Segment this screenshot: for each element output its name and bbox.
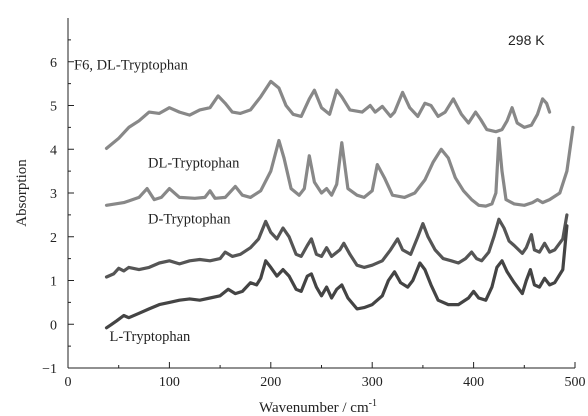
x-tick-label: 200 — [260, 375, 281, 390]
x-ticks: 0 100 200 300 400 500 — [65, 362, 586, 390]
series-label: D-Tryptophan — [148, 212, 231, 228]
x-tick-label: 300 — [362, 375, 383, 390]
y-ticks: −1 0 1 2 3 4 5 6 — [42, 39, 74, 377]
x-tick-label: 100 — [159, 375, 180, 390]
series-line — [104, 224, 569, 330]
y-tick-label: −1 — [42, 362, 57, 377]
y-tick-label: 4 — [50, 143, 57, 158]
x-tick-label: 400 — [463, 375, 484, 390]
series-labels: F6, DL-Tryptophan DL-Tryptophan D-Tryptoph… — [74, 58, 240, 345]
x-tick-label: 500 — [565, 375, 586, 390]
y-tick-label: 6 — [50, 56, 57, 71]
y-tick-label: 3 — [50, 187, 57, 202]
x-axis-label-text: Wavenumber / cm — [259, 400, 369, 416]
x-tick-label: 0 — [65, 375, 72, 390]
y-tick-label: 5 — [50, 100, 57, 115]
temperature-annotation: 298 K — [508, 32, 545, 48]
x-axis-label-superscript: -1 — [369, 398, 377, 409]
y-tick-label: 2 — [50, 231, 57, 246]
series-line — [104, 213, 569, 279]
x-axis-label: Wavenumber / cm-1 — [259, 398, 377, 416]
series-label: DL-Tryptophan — [148, 156, 240, 172]
series-group — [104, 79, 575, 330]
series-label: L-Tryptophan — [109, 329, 191, 345]
series-line — [104, 125, 575, 208]
y-axis-label: Absorption — [14, 159, 30, 227]
series-line — [104, 79, 552, 150]
series-label: F6, DL-Tryptophan — [74, 58, 189, 74]
y-tick-label: 1 — [50, 275, 57, 290]
y-tick-label: 0 — [50, 318, 57, 333]
